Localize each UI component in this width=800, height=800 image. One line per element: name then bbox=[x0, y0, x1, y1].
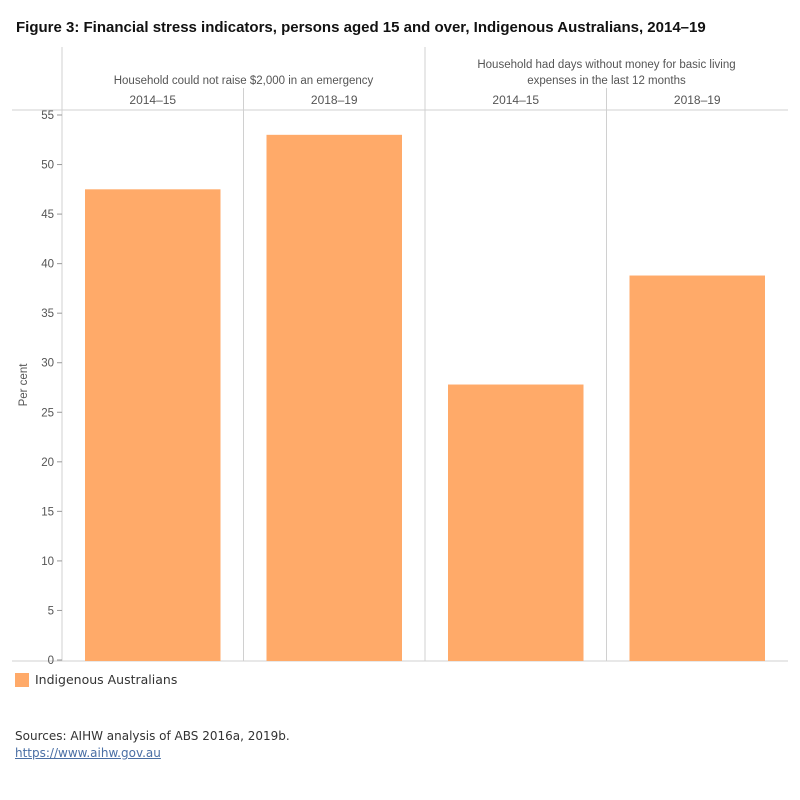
bar bbox=[629, 275, 765, 661]
group-label: expenses in the last 12 months bbox=[527, 75, 686, 87]
category-label: 2018–19 bbox=[311, 93, 358, 107]
bar bbox=[266, 134, 402, 661]
y-tick-label: 20 bbox=[41, 457, 54, 469]
y-tick-label: 45 bbox=[41, 209, 54, 221]
chart-title: Figure 3: Financial stress indicators, p… bbox=[16, 19, 706, 36]
source-link[interactable]: https://www.aihw.gov.au bbox=[15, 746, 161, 760]
y-tick-label: 35 bbox=[41, 308, 54, 320]
legend-label: Indigenous Australians bbox=[35, 672, 178, 687]
y-tick-label: 55 bbox=[41, 110, 54, 122]
legend: Indigenous Australians bbox=[15, 672, 177, 687]
y-tick-label: 10 bbox=[41, 556, 54, 568]
group-label: Household had days without money for bas… bbox=[477, 59, 735, 71]
y-tick-label: 50 bbox=[41, 160, 54, 172]
y-tick-label: 30 bbox=[41, 358, 54, 370]
y-tick-label: 15 bbox=[41, 506, 54, 518]
y-tick-label: 40 bbox=[41, 259, 54, 271]
y-tick-label: 5 bbox=[48, 605, 54, 617]
category-label: 2014–15 bbox=[129, 93, 176, 107]
y-tick-label: 0 bbox=[48, 655, 54, 667]
bar bbox=[85, 189, 221, 661]
bar bbox=[448, 384, 584, 661]
category-label: 2014–15 bbox=[492, 93, 539, 107]
sources-note: Sources: AIHW analysis of ABS 2016a, 201… bbox=[15, 729, 290, 743]
legend-swatch bbox=[15, 672, 29, 687]
category-label: 2018–19 bbox=[674, 93, 721, 107]
y-axis-label: Per cent bbox=[18, 363, 30, 407]
y-tick-label: 25 bbox=[41, 407, 54, 419]
group-label: Household could not raise $2,000 in an e… bbox=[114, 75, 374, 87]
